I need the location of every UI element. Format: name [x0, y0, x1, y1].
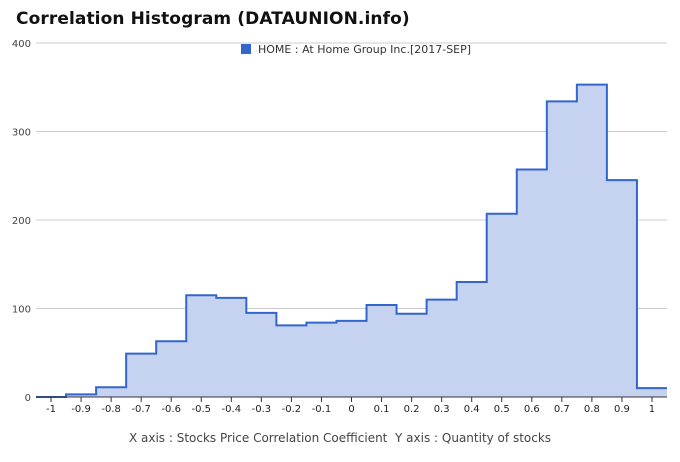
- histogram-bin: [126, 354, 156, 397]
- histogram-bin: [397, 314, 427, 397]
- x-tick-label: -0.8: [101, 404, 121, 415]
- histogram-bin: [367, 305, 397, 397]
- histogram-bin: [96, 387, 126, 397]
- x-tick-label: 0.1: [374, 404, 390, 415]
- x-tick-label: -0.7: [131, 404, 151, 415]
- y-tick-label: 400: [12, 39, 31, 50]
- x-tick-label: -0.5: [192, 404, 212, 415]
- x-tick-label: 1: [649, 404, 655, 415]
- histogram-bin: [607, 180, 637, 397]
- histogram-bin: [487, 214, 517, 397]
- histogram-bin: [547, 101, 577, 397]
- histogram-bin: [427, 300, 457, 397]
- histogram-bin: [246, 313, 276, 397]
- histogram-line: [36, 83, 667, 398]
- x-tick-label: -0.2: [282, 404, 302, 415]
- x-tick-label: 0.8: [584, 404, 600, 415]
- histogram-fill: [36, 84, 667, 397]
- y-axis-caption: Y axis : Quantity of stocks: [395, 431, 552, 445]
- histogram-bin: [637, 388, 667, 397]
- axis-caption: X axis : Stocks Price Correlation Coeffi…: [0, 431, 680, 445]
- x-tick-label: -0.3: [252, 404, 272, 415]
- x-axis-caption: X axis : Stocks Price Correlation Coeffi…: [128, 431, 388, 445]
- legend-swatch: [241, 44, 251, 54]
- y-tick-label: 0: [25, 393, 31, 404]
- histogram-bin: [276, 325, 306, 397]
- x-tick-label: 0.5: [494, 404, 510, 415]
- x-tick-label: 0.2: [404, 404, 420, 415]
- histogram-bin: [336, 321, 366, 397]
- x-tick-label: -0.6: [161, 404, 181, 415]
- histogram-bin: [577, 85, 607, 397]
- x-tick-label: -0.1: [312, 404, 332, 415]
- y-tick-label: 200: [12, 216, 31, 227]
- histogram-bin: [186, 295, 216, 397]
- histogram-bin: [517, 170, 547, 397]
- x-tick-label: -0.9: [71, 404, 91, 415]
- histogram-area: [36, 83, 667, 398]
- x-tick-label: -1: [46, 404, 56, 415]
- y-tick-label: 100: [12, 305, 31, 316]
- x-tick-label: 0.6: [524, 404, 540, 415]
- x-tick-label: 0.9: [614, 404, 630, 415]
- x-tick-label: 0: [348, 404, 354, 415]
- histogram-bin: [216, 298, 246, 397]
- legend: HOME : At Home Group Inc.[2017-SEP]: [241, 43, 471, 56]
- legend-label: HOME : At Home Group Inc.[2017-SEP]: [258, 43, 471, 56]
- chart-title: Correlation Histogram (DATAUNION.info): [16, 9, 410, 29]
- x-tick-label: 0.7: [554, 404, 570, 415]
- x-tick-label: -0.4: [222, 404, 242, 415]
- histogram-bin: [306, 323, 336, 397]
- y-tick-label: 300: [12, 128, 31, 139]
- histogram-bin: [156, 341, 186, 397]
- x-tick-label: 0.4: [464, 404, 480, 415]
- histogram-bin: [457, 282, 487, 397]
- x-tick-label: 0.3: [434, 404, 450, 415]
